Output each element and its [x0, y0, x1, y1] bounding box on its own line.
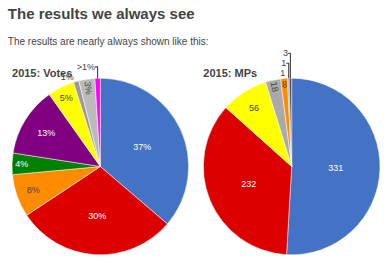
svg-text:5%: 5%	[60, 93, 73, 103]
svg-text:The results are nearly always: The results are nearly always shown like…	[8, 36, 209, 47]
svg-text:30%: 30%	[88, 211, 106, 221]
svg-text:18: 18	[269, 81, 281, 93]
svg-text:232: 232	[241, 179, 256, 189]
svg-text:2015: Votes: 2015: Votes	[12, 67, 72, 79]
svg-text:The results we always see: The results we always see	[8, 5, 195, 22]
svg-text:1%: 1%	[61, 72, 74, 82]
svg-text:3: 3	[283, 48, 288, 58]
svg-text:4%: 4%	[15, 159, 28, 169]
svg-text:13%: 13%	[37, 128, 55, 138]
svg-text:>1%: >1%	[77, 62, 95, 72]
svg-text:3%: 3%	[82, 81, 94, 95]
svg-text:8: 8	[282, 79, 288, 89]
svg-text:56: 56	[249, 103, 259, 113]
svg-text:1: 1	[280, 68, 285, 78]
svg-text:331: 331	[328, 163, 343, 173]
svg-text:37%: 37%	[133, 142, 151, 152]
svg-text:2015: MPs: 2015: MPs	[203, 67, 257, 79]
svg-text:1: 1	[281, 58, 286, 68]
svg-text:8%: 8%	[27, 185, 40, 195]
